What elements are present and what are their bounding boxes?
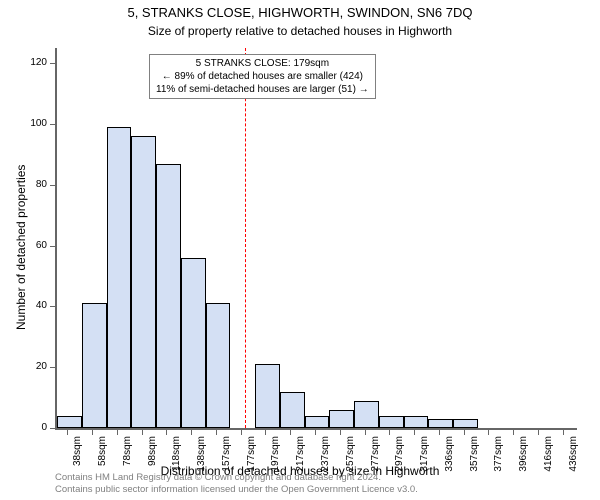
xtick-label: 436sqm [568, 436, 579, 476]
xtick-label: 377sqm [493, 436, 504, 476]
ytick-mark [50, 185, 55, 186]
xtick-label: 197sqm [270, 436, 281, 476]
xtick-mark [67, 430, 68, 435]
xtick-mark [216, 430, 217, 435]
bar [280, 392, 305, 428]
ytick-label: 120 [17, 57, 47, 68]
xtick-mark [389, 430, 390, 435]
bar [82, 303, 107, 428]
ytick-label: 0 [17, 422, 47, 433]
footer-line-2: Contains public sector information licen… [55, 484, 418, 496]
annotation-line-1: 5 STRANKS CLOSE: 179sqm [156, 57, 369, 70]
xtick-label: 157sqm [221, 436, 232, 476]
xtick-label: 416sqm [543, 436, 554, 476]
xtick-label: 78sqm [122, 436, 133, 476]
bar [57, 416, 82, 428]
xtick-label: 297sqm [394, 436, 405, 476]
attribution-footer: Contains HM Land Registry data © Crown c… [55, 472, 418, 496]
ytick-mark [50, 124, 55, 125]
ytick-mark [50, 63, 55, 64]
xtick-mark [414, 430, 415, 435]
xtick-mark [191, 430, 192, 435]
xtick-label: 357sqm [469, 436, 480, 476]
ytick-label: 100 [17, 118, 47, 129]
xtick-label: 118sqm [171, 436, 182, 476]
ytick-mark [50, 367, 55, 368]
chart-container: 5, STRANKS CLOSE, HIGHWORTH, SWINDON, SN… [0, 0, 600, 500]
plot-area: 5 STRANKS CLOSE: 179sqm ← 89% of detache… [55, 48, 577, 430]
ytick-mark [50, 306, 55, 307]
xtick-mark [488, 430, 489, 435]
bar [156, 164, 181, 428]
xtick-label: 257sqm [345, 436, 356, 476]
xtick-mark [142, 430, 143, 435]
xtick-label: 277sqm [370, 436, 381, 476]
footer-line-1: Contains HM Land Registry data © Crown c… [55, 472, 418, 484]
ytick-label: 40 [17, 300, 47, 311]
title-subtitle: Size of property relative to detached ho… [0, 24, 600, 38]
xtick-mark [241, 430, 242, 435]
xtick-mark [538, 430, 539, 435]
reference-line [245, 48, 246, 428]
bar [329, 410, 354, 428]
xtick-label: 317sqm [419, 436, 430, 476]
xtick-mark [290, 430, 291, 435]
annotation-line-3: 11% of semi-detached houses are larger (… [156, 83, 369, 96]
bar [379, 416, 404, 428]
bar [428, 419, 453, 428]
xtick-label: 396sqm [518, 436, 529, 476]
bar [255, 364, 280, 428]
xtick-label: 98sqm [147, 436, 158, 476]
xtick-label: 138sqm [196, 436, 207, 476]
ytick-mark [50, 246, 55, 247]
ytick-label: 80 [17, 179, 47, 190]
ytick-mark [50, 428, 55, 429]
bar [206, 303, 231, 428]
bar [131, 136, 156, 428]
title-address: 5, STRANKS CLOSE, HIGHWORTH, SWINDON, SN… [0, 5, 600, 20]
bar [354, 401, 379, 428]
bar [107, 127, 132, 428]
bar [453, 419, 478, 428]
xtick-mark [365, 430, 366, 435]
bar [181, 258, 206, 428]
xtick-label: 58sqm [97, 436, 108, 476]
bar [404, 416, 429, 428]
xtick-label: 38sqm [72, 436, 83, 476]
xtick-label: 177sqm [246, 436, 257, 476]
xtick-mark [513, 430, 514, 435]
annotation-box: 5 STRANKS CLOSE: 179sqm ← 89% of detache… [149, 54, 376, 99]
xtick-mark [166, 430, 167, 435]
xtick-mark [315, 430, 316, 435]
xtick-label: 336sqm [444, 436, 455, 476]
ytick-label: 60 [17, 240, 47, 251]
xtick-mark [439, 430, 440, 435]
bar [305, 416, 330, 428]
xtick-mark [117, 430, 118, 435]
xtick-mark [265, 430, 266, 435]
ytick-label: 20 [17, 361, 47, 372]
xtick-label: 237sqm [320, 436, 331, 476]
annotation-line-2: ← 89% of detached houses are smaller (42… [156, 70, 369, 83]
xtick-label: 217sqm [295, 436, 306, 476]
xtick-mark [563, 430, 564, 435]
xtick-mark [340, 430, 341, 435]
xtick-mark [92, 430, 93, 435]
xtick-mark [464, 430, 465, 435]
